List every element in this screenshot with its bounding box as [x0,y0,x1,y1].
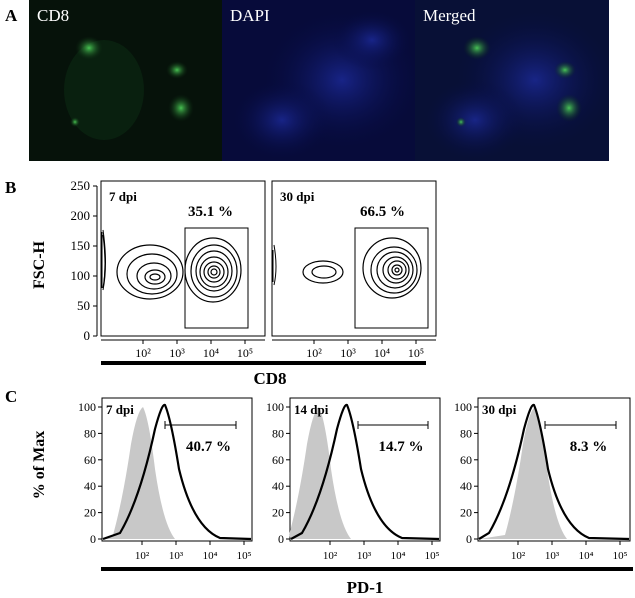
contour-timepoint-label: 30 dpi [280,189,315,204]
x-tick-label: 10⁴ [391,550,406,562]
cd8-stain-image [29,0,222,161]
panel-letter-b: B [5,178,17,197]
histogram-frame [289,397,441,542]
x-tick-label: 10² [306,346,322,360]
merged-stain-image [415,0,609,161]
x-tick-label: 10⁵ [237,346,253,360]
isotype-histogram [103,407,175,539]
x-tick-label: 10² [323,550,338,562]
histogram-gate-percent: 40.7 % [186,439,231,455]
histogram-timepoint-label: 14 dpi [294,402,329,417]
merged-image-label: Merged [423,6,476,25]
x-tick-label: 10⁵ [237,550,252,562]
pd1-histogram [290,403,440,541]
dapi-image-label: DAPI [230,6,270,25]
contour-population-cd8-positive [184,237,242,303]
x-tick-label: 10³ [169,346,185,360]
contour-plot-frame [100,180,266,337]
cd8-gate-box [354,227,429,329]
contour-population-negative [302,260,344,284]
x-tick-label: 10⁴ [374,346,390,360]
y-tick-label: 100 [454,400,472,414]
y-tick-label: 200 [71,208,91,223]
y-tick-label: 250 [71,178,91,193]
x-tick-label: 10² [135,346,151,360]
histogram-timepoint-label: 30 dpi [482,402,517,417]
contour-plot-frame [271,180,437,337]
panel-c-histogram-figure: % of Max 0 20 40 60 80 100 10² 10³ 10⁴ 10⁵ 7 dpi 40… [31,397,633,597]
y-tick-label: 0 [84,328,91,343]
panel-letter-a: A [5,6,18,25]
histogram-frame [477,397,631,542]
x-tick-label: 10⁴ [203,550,218,562]
panel-b-x-axis-bar [101,361,426,365]
pd1-histogram [478,403,630,541]
y-tick-label: 100 [71,268,91,283]
y-tick-label: 0 [90,532,96,546]
y-tick-label: 40 [84,479,96,493]
panel-b-y-axis: 0 50 100 150 200 250 [71,178,98,343]
cd8-image-label: CD8 [37,6,70,25]
cd8-gate-box [184,227,249,329]
y-tick-label: 150 [71,238,91,253]
panel-b-contour-figure: FSC-H 0 50 100 150 200 250 7 dpi 35.1 % [31,178,437,388]
merged-micrograph: Merged [415,0,609,161]
panel-letter-c: C [5,387,18,406]
y-tick-label: 20 [84,506,96,520]
y-tick-label: 40 [272,479,284,493]
x-tick-label: 10⁵ [613,550,628,562]
histogram-gate-percent: 14.7 % [379,439,424,455]
y-tick-label: 60 [460,453,472,467]
x-tick-label: 10⁴ [579,550,594,562]
y-tick-label: 80 [460,426,472,440]
isotype-histogram [479,407,567,539]
contour-gate-percent: 35.1 % [188,204,233,220]
histogram-gate-percent: 8.3 % [570,439,608,455]
x-tick-label: 10⁵ [408,346,424,360]
panel-c-x-axis-bar [101,567,633,571]
y-tick-label: 80 [272,426,284,440]
y-tick-label: 100 [266,400,284,414]
histogram-plot: 0 20 40 60 80 100 10² 10³ 10⁴ 10⁵ 14 dpi 14.7 % [266,397,441,562]
x-tick-label: 10³ [169,550,184,562]
panel-b-xlabel: CD8 [253,369,286,388]
contour-plot-7dpi: 7 dpi 35.1 % 10² 10³ 10⁴ 10⁵ [100,180,266,360]
x-tick-label: 10² [511,550,526,562]
histogram-plot: 0 20 40 60 80 100 10² 10³ 10⁴ 10⁵ 30 dpi 8.3 % [454,397,631,562]
contour-timepoint-label: 7 dpi [109,189,137,204]
histogram-timepoint-label: 7 dpi [106,402,134,417]
x-tick-label: 10³ [545,550,560,562]
contour-edge-events [101,229,106,291]
contour-edge-events [272,244,277,286]
cd8-micrograph: CD8 [29,0,222,161]
panel-c-ylabel: % of Max [31,431,48,499]
x-tick-label: 10⁵ [425,550,440,562]
dapi-micrograph: DAPI [222,0,415,161]
x-tick-label: 10³ [340,346,356,360]
y-tick-label: 80 [84,426,96,440]
contour-population-negative [116,244,184,300]
y-tick-label: 60 [272,453,284,467]
y-tick-label: 100 [78,400,96,414]
isotype-histogram [289,407,351,539]
panel-b-ylabel: FSC-H [31,240,48,289]
y-tick-label: 20 [460,506,472,520]
y-tick-label: 60 [84,453,96,467]
contour-plot-30dpi: 30 dpi 66.5 % 10² 10³ 10⁴ 10⁵ [271,180,437,360]
dapi-stain-image [222,0,415,161]
x-tick-label: 10² [135,550,150,562]
panel-c-xlabel: PD-1 [347,578,384,597]
histogram-frame [101,397,253,542]
y-tick-label: 40 [460,479,472,493]
y-tick-label: 20 [272,506,284,520]
histogram-plot: 0 20 40 60 80 100 10² 10³ 10⁴ 10⁵ 7 dpi 40.7 % [78,397,253,562]
y-tick-label: 0 [466,532,472,546]
contour-gate-percent: 66.5 % [360,204,405,220]
contour-population-cd8-positive [362,237,422,299]
pd1-histogram [102,403,252,541]
x-tick-label: 10⁴ [203,346,219,360]
y-tick-label: 50 [77,298,90,313]
x-tick-label: 10³ [357,550,372,562]
y-tick-label: 0 [278,532,284,546]
